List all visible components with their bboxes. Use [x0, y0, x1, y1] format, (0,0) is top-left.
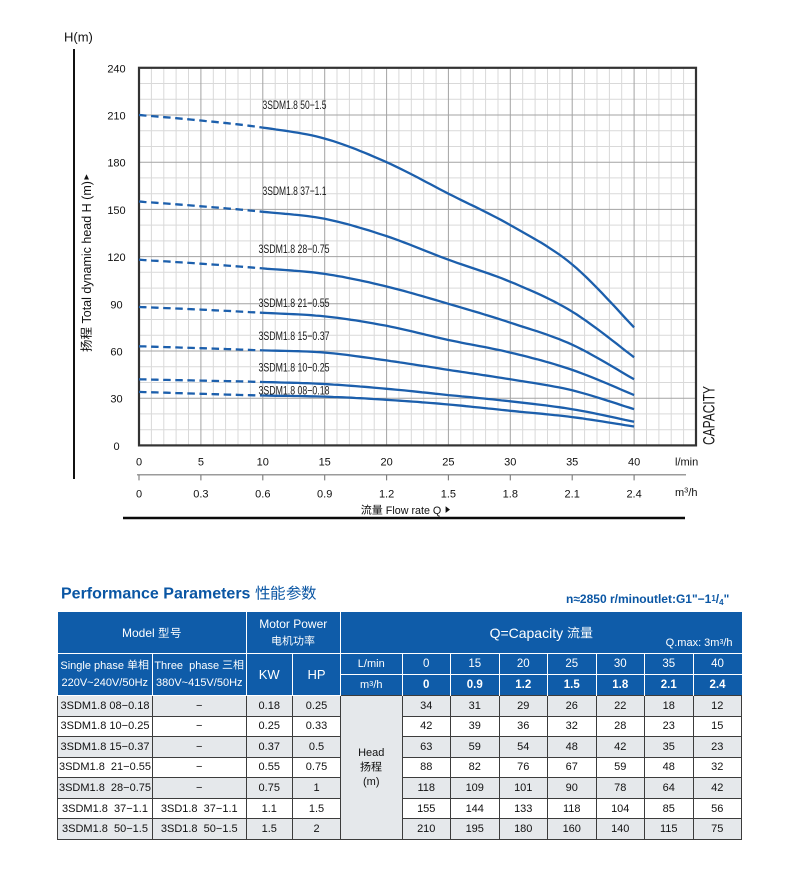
svg-text:35: 35 [566, 457, 578, 469]
svg-text:m3/h: m3/h [675, 486, 698, 500]
svg-text:150: 150 [107, 205, 125, 217]
svg-text:1.2: 1.2 [379, 489, 394, 501]
svg-text:240: 240 [107, 63, 125, 75]
svg-text:3SDM1.8 10−0.25: 3SDM1.8 10−0.25 [259, 361, 330, 375]
svg-text:15: 15 [319, 457, 331, 469]
svg-text:40: 40 [628, 457, 640, 469]
svg-text:60: 60 [110, 347, 122, 359]
svg-text:3SDM1.8 37−1.1: 3SDM1.8 37−1.1 [263, 184, 327, 198]
svg-text:20: 20 [380, 457, 392, 469]
svg-text:l/min: l/min [675, 457, 698, 469]
svg-text:2.1: 2.1 [565, 489, 580, 501]
svg-text:30: 30 [110, 394, 122, 406]
svg-text:1.8: 1.8 [503, 489, 518, 501]
svg-text:5: 5 [198, 457, 204, 469]
svg-text:0: 0 [113, 441, 119, 453]
svg-text:3SDM1.8 50−1.5: 3SDM1.8 50−1.5 [263, 98, 327, 112]
svg-text:0.3: 0.3 [193, 489, 208, 501]
svg-text:120: 120 [107, 252, 125, 264]
svg-text:Total dynamic head H (m): Total dynamic head H (m) [80, 181, 94, 323]
svg-text:2.4: 2.4 [626, 489, 641, 501]
svg-text:0: 0 [136, 489, 142, 501]
svg-text:210: 210 [107, 111, 125, 123]
svg-text:CAPACITY: CAPACITY [700, 386, 719, 445]
svg-text:10: 10 [257, 457, 269, 469]
svg-text:30: 30 [504, 457, 516, 469]
svg-text:3SDM1.8 28−0.75: 3SDM1.8 28−0.75 [259, 242, 330, 256]
svg-text:3SDM1.8 21−0.55: 3SDM1.8 21−0.55 [259, 296, 330, 310]
svg-text:1.5: 1.5 [441, 489, 456, 501]
svg-text:0: 0 [136, 457, 142, 469]
svg-text:25: 25 [442, 457, 454, 469]
svg-text:0.9: 0.9 [317, 489, 332, 501]
svg-text:90: 90 [110, 299, 122, 311]
svg-text:180: 180 [107, 158, 125, 170]
svg-text:0.6: 0.6 [255, 489, 270, 501]
svg-text:3SDM1.8 08−0.18: 3SDM1.8 08−0.18 [259, 384, 330, 398]
svg-text:Flow rate Q: Flow rate Q [386, 505, 442, 517]
svg-text:3SDM1.8 15−0.37: 3SDM1.8 15−0.37 [259, 329, 330, 343]
svg-text:H(m): H(m) [64, 30, 93, 45]
